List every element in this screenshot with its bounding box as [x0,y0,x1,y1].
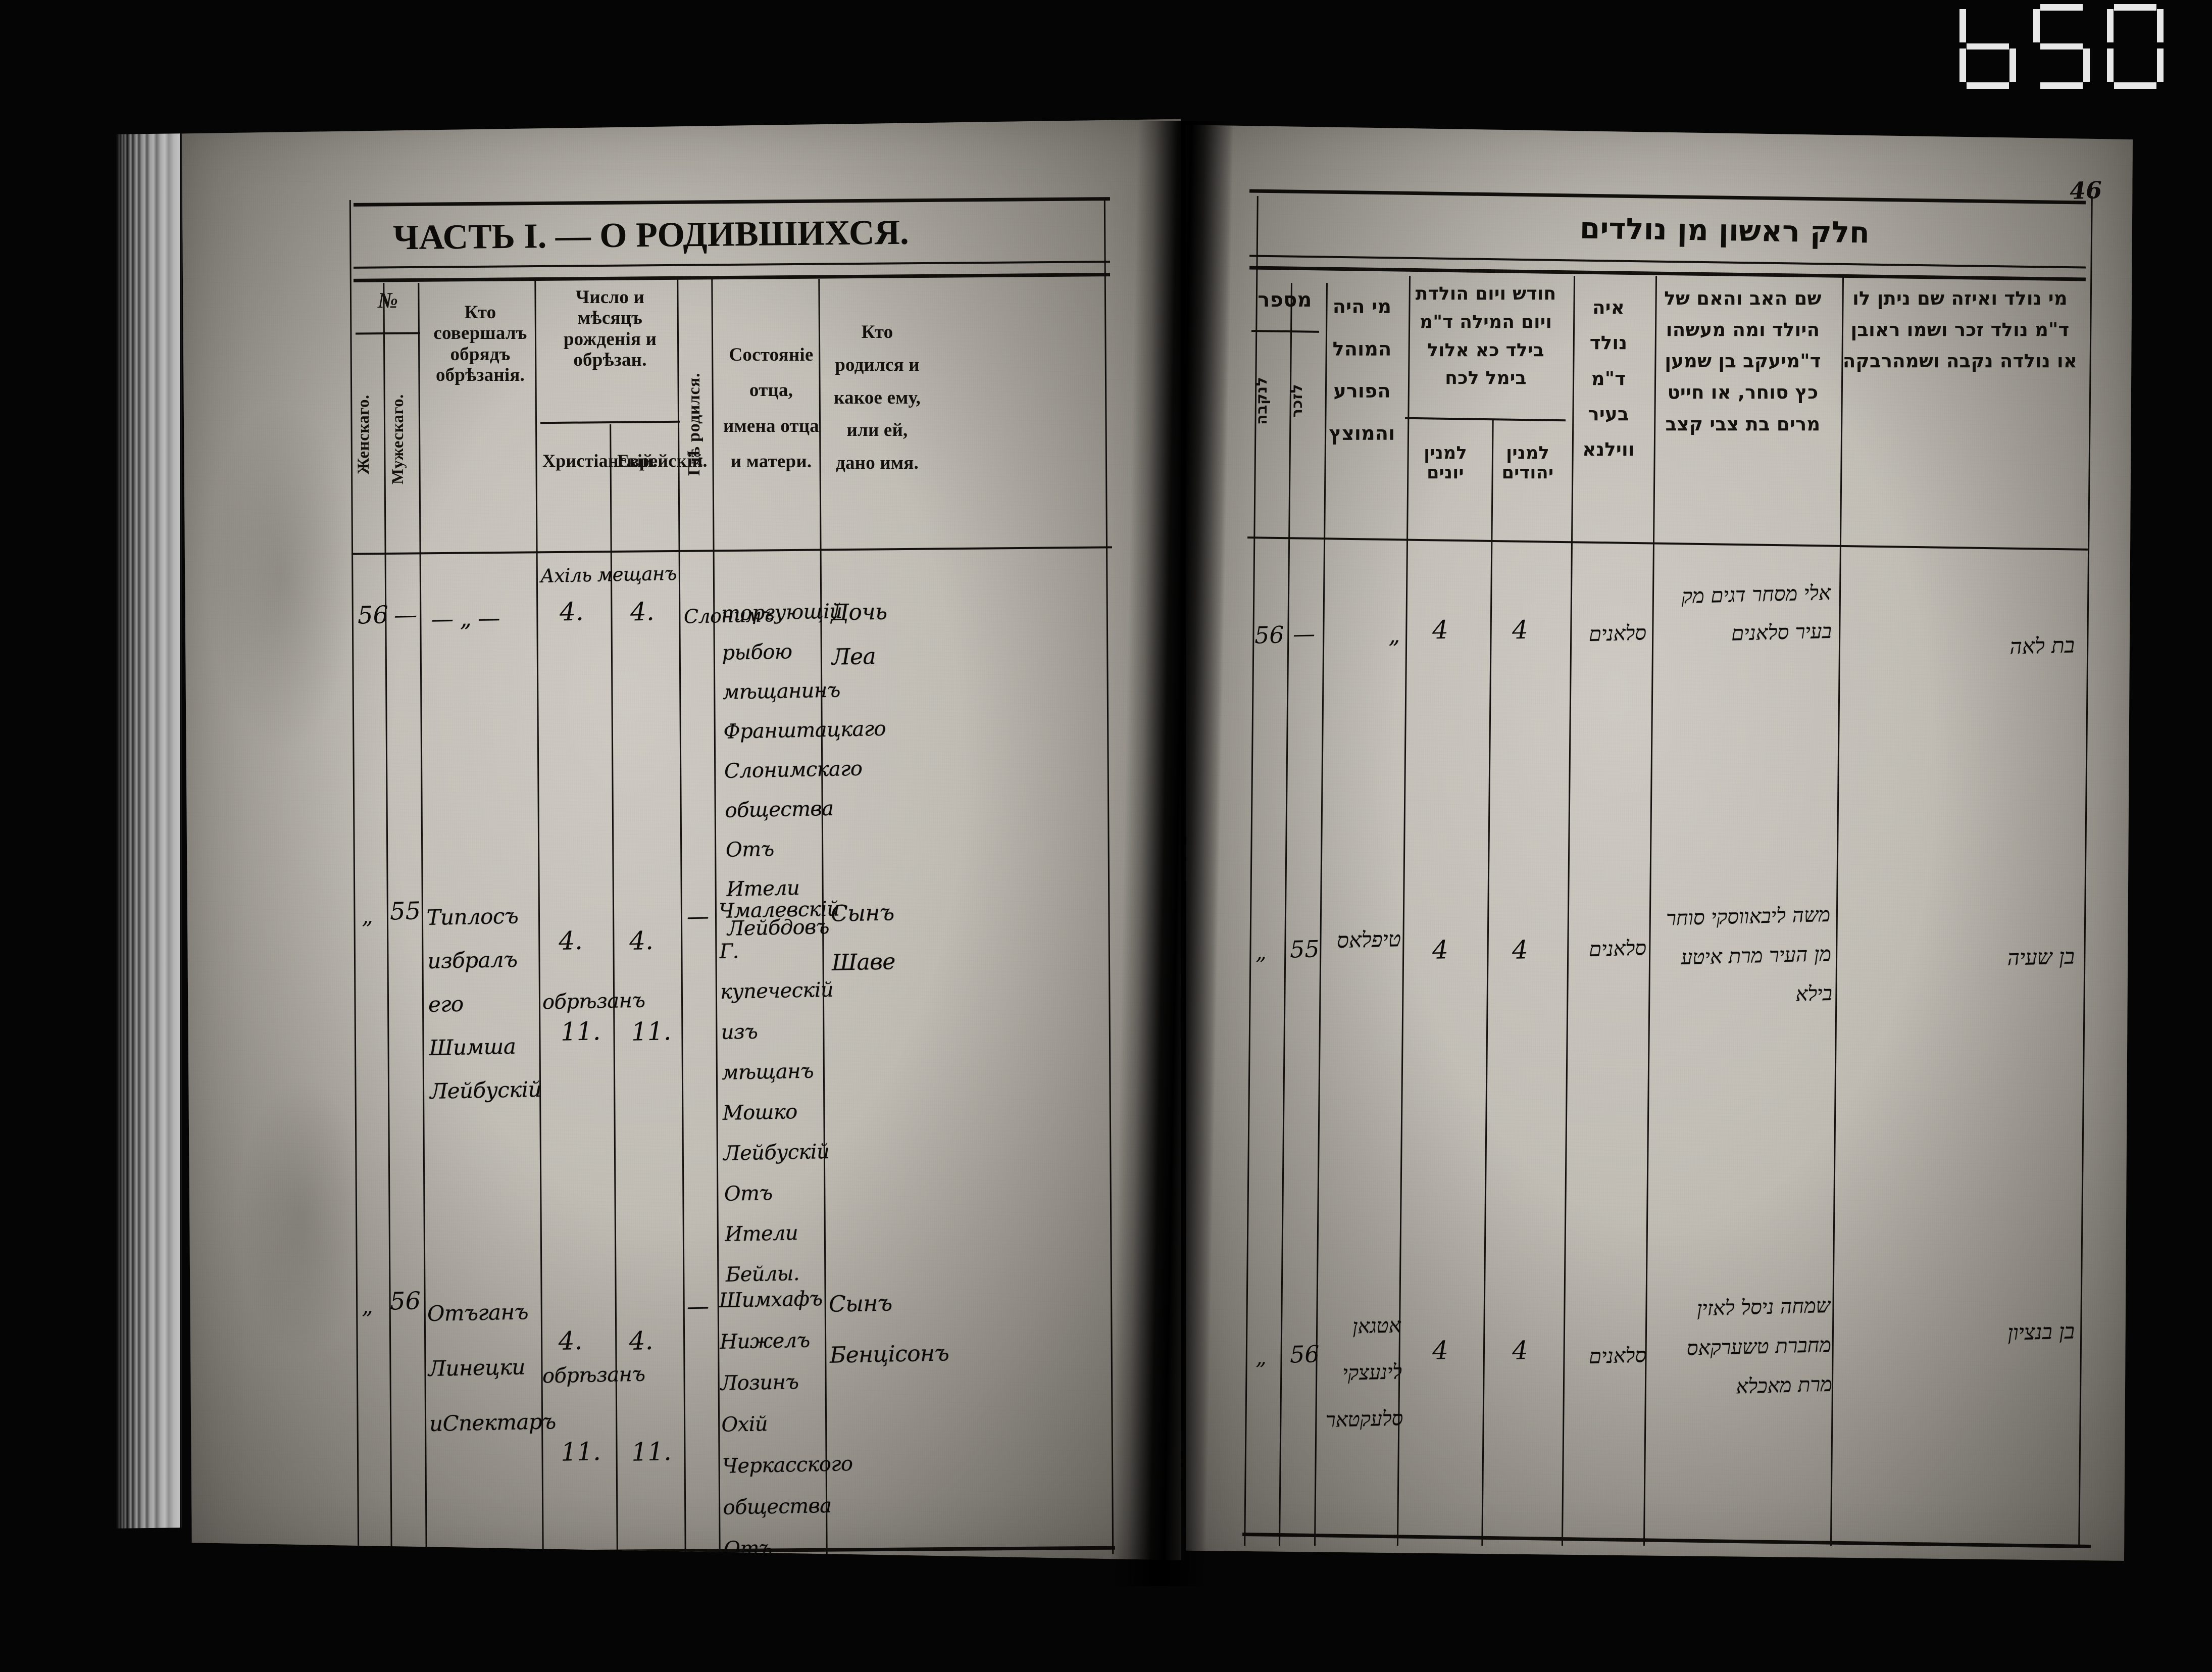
row3-where-born: — [686,1293,709,1320]
heb-row1-officiant: „ [1388,622,1400,649]
header-heb-date-group: חודש ויום הולדת ויום המילה ד"מ בילד כא א… [1415,283,1556,389]
row3-date-jewish: 4. 11. [629,1325,672,1467]
left-page-title: ЧАСТЬ I. — О РОДИВШИХСЯ. [392,213,909,258]
heb-row2-number-female: „ [1255,939,1267,965]
header-who-born: Кто родился и какое ему, или ей, дано им… [834,322,921,473]
header-heb-count-jewish: למנין יהודים [1501,443,1554,483]
heb-row1-where: סלאנים [1588,621,1647,646]
row1-date-jewish: 4. [630,597,655,627]
row1-top-note: Ахіль мещанъ [540,562,677,587]
row2-date-christian: 4. 11. [558,925,601,1047]
open-register-book: ЧАСТЬ I. — О РОДИВШИХСЯ. № Женскаго. Муж… [116,116,2141,1591]
heb-row1-number-female: 56 [1254,621,1285,649]
header-number-symbol: № [377,288,398,313]
heb-row3-parents: שמחה ניסל לאזין מחברת טשערקאס מרת מאכלא [1686,1294,1833,1399]
row1-officiant: — „ — [431,605,500,632]
header-officiant: Кто совершалъ обрядъ обрѣзанія. [433,302,527,386]
counter-digit-5 [2033,4,2090,89]
heb-row1-who-born: בת לאה [2009,632,2075,659]
heb-row2-date-jewish: 4 [1512,935,1529,965]
heb-row2-parents: משה ליבאווסקי סוחר מן העיר מרת איטע בילא [1666,903,1833,1006]
frame-counter [1959,4,2164,89]
header-heb-who-born: מי נולד ואיזה שם ניתן לו ד"מ נולד זכר וש… [1842,287,2078,372]
row3-father-status: Шимхафъ Нижелъ Лозинъ Охій Черкасского о… [719,1287,853,1644]
heb-row3-number-male: 56 [1289,1340,1320,1368]
heb-row2-where: סלאנים [1588,937,1647,961]
header-male: Мужескаго. [389,394,407,485]
header-date-group: Число и мѣсяцъ рожденія и обрѣзан. [563,287,657,371]
row1-number-male: — [393,601,418,629]
row2-date-jewish: 4. 11. [629,925,672,1047]
right-page-title: חלק ראשון מן נולדים [1579,211,1870,250]
right-page: 46 [1186,125,2133,1561]
row2-father-status: Чмалевскій Г. купеческій изъ мѣщанъ Мошк… [718,897,840,1287]
header-heb-number-female: לנקבה [1253,376,1271,425]
row1-number-female: 56 [357,601,389,630]
row2-officiant: Типлосъ избралъ его Шимша Лейбускій [426,903,542,1104]
left-page: ЧАСТЬ I. — О РОДИВШИХСЯ. № Женскаго. Муж… [181,119,1181,1560]
row3-who-born: Сынъ Бенцісонъ [828,1290,949,1368]
heb-row2-number-male: 55 [1289,935,1320,963]
header-father-status: Состояніе отца, имена отца и матери. [723,345,820,472]
heb-row3-who-born: בן בנציון [2007,1318,2075,1345]
heb-row3-officiant: אטגאן לינעצקי סלעקטאר [1325,1314,1403,1432]
row1-where-born: Слонимъ [683,604,774,628]
header-christian-date: Христіанскій. [542,451,658,471]
row1-date-christian: 4. [559,597,584,627]
header-heb-parents: שם האב והאם של היולד ומה מעשהו ד"מיעקב ב… [1664,287,1822,435]
header-heb-count-greek: למנין יונים [1424,443,1467,483]
header-jewish-date: Еврейскій. [617,451,708,471]
header-where-born: Гдѣ родился. [685,373,703,476]
header-female: Женскаго. [355,395,373,474]
row3-number-female: „ [361,1293,374,1319]
counter-digit-6 [1959,4,2016,89]
heb-row3-where: סלאנים [1588,1344,1647,1368]
header-heb-where: איה נולד ד"מ בעיר ווילנא [1582,297,1635,461]
counter-digit-0 [2107,4,2164,89]
row2-where-born: — [686,903,709,930]
heb-row1-date-greek: 4 [1432,615,1449,645]
header-heb-officiant: מי היה המוהל הפורע והמוצץ [1329,296,1395,445]
heb-row3-date-jewish: 4 [1512,1336,1529,1365]
heb-row2-date-greek: 4 [1432,935,1449,965]
row2-who-born: Сынъ Шаве [830,900,896,976]
row3-officiant: Отъганъ Линецки иСпектаръ [427,1299,557,1437]
heb-row3-date-greek: 4 [1432,1336,1449,1365]
row2-number-male: 55 [389,897,421,926]
header-heb-number-male: לזכר [1288,383,1306,418]
row1-who-born: Дочь Леа [830,599,887,670]
row2-number-female: „ [361,903,374,929]
heb-row2-who-born: בן שעיה [2006,944,2075,970]
heb-row1-number-male: — [1292,621,1316,648]
heb-row2-officiant: טיפלאס [1336,926,1401,953]
book-fore-edge [116,133,182,1529]
row3-number-male: 56 [389,1287,421,1316]
row3-date-christian: 4. 11. [558,1325,601,1467]
heb-row1-date-jewish: 4 [1512,615,1529,645]
heb-row1-parents: אלי מסחר דגים מק בעיר סלאנים [1681,581,1832,646]
header-heb-number: מספר [1258,288,1312,312]
heb-row3-number-female: „ [1255,1344,1267,1370]
